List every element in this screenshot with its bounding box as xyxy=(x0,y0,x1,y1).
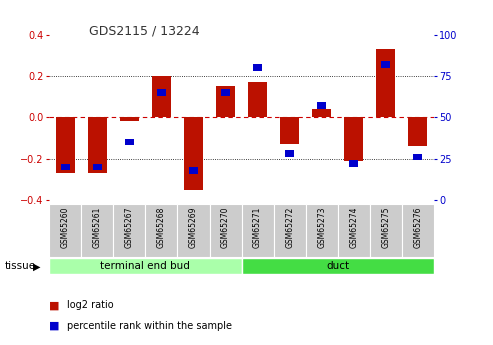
Text: percentile rank within the sample: percentile rank within the sample xyxy=(67,321,232,331)
Bar xyxy=(216,86,235,117)
Text: duct: duct xyxy=(326,261,349,271)
Text: GSM65275: GSM65275 xyxy=(381,206,390,248)
Bar xyxy=(93,164,102,170)
Text: ■: ■ xyxy=(49,321,60,331)
Bar xyxy=(152,76,171,117)
Bar xyxy=(49,204,81,257)
Text: tissue: tissue xyxy=(5,262,36,271)
Bar xyxy=(56,117,75,173)
Text: GSM65271: GSM65271 xyxy=(253,206,262,248)
Text: GSM65269: GSM65269 xyxy=(189,206,198,248)
Bar xyxy=(177,204,210,257)
Text: GSM65267: GSM65267 xyxy=(125,206,134,248)
Text: GSM65276: GSM65276 xyxy=(413,206,423,248)
Text: GSM65268: GSM65268 xyxy=(157,206,166,248)
Bar xyxy=(210,204,242,257)
Bar xyxy=(408,117,427,146)
Bar xyxy=(376,49,395,117)
Bar xyxy=(370,204,402,257)
Bar xyxy=(189,167,198,174)
Text: GSM65270: GSM65270 xyxy=(221,206,230,248)
Bar xyxy=(61,164,70,170)
Bar xyxy=(120,117,139,121)
Text: GSM65261: GSM65261 xyxy=(93,206,102,248)
Bar xyxy=(242,258,434,274)
Bar xyxy=(248,82,267,117)
Bar xyxy=(338,204,370,257)
Bar xyxy=(285,150,294,157)
Text: GSM65273: GSM65273 xyxy=(317,206,326,248)
Bar xyxy=(49,258,242,274)
Bar xyxy=(81,204,113,257)
Bar xyxy=(344,117,363,161)
Bar xyxy=(157,89,166,96)
Bar xyxy=(280,117,299,144)
Bar xyxy=(312,109,331,117)
Bar xyxy=(306,204,338,257)
Text: log2 ratio: log2 ratio xyxy=(67,300,113,310)
Bar xyxy=(88,117,107,173)
Text: ▶: ▶ xyxy=(33,262,41,271)
Bar xyxy=(402,204,434,257)
Bar xyxy=(274,204,306,257)
Bar xyxy=(381,61,390,68)
Text: GDS2115 / 13224: GDS2115 / 13224 xyxy=(89,24,199,37)
Text: terminal end bud: terminal end bud xyxy=(101,261,190,271)
Text: GSM65260: GSM65260 xyxy=(61,206,70,248)
Text: ■: ■ xyxy=(49,300,60,310)
Bar xyxy=(221,89,230,96)
Text: GSM65272: GSM65272 xyxy=(285,206,294,248)
Bar xyxy=(413,154,423,160)
Text: GSM65274: GSM65274 xyxy=(349,206,358,248)
Bar xyxy=(125,139,134,146)
Bar xyxy=(349,160,358,167)
Bar xyxy=(253,64,262,71)
Bar xyxy=(317,102,326,109)
Bar xyxy=(184,117,203,190)
Bar xyxy=(113,204,145,257)
Bar xyxy=(242,204,274,257)
Bar xyxy=(145,204,177,257)
